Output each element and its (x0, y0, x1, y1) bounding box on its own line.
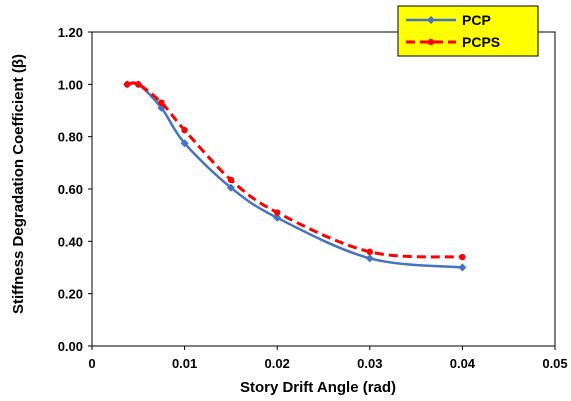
legend-marker-pcps (427, 38, 435, 46)
legend: PCP PCPS (397, 5, 539, 57)
data-point-pcps (135, 81, 142, 88)
data-point-pcp (273, 213, 282, 222)
data-point-pcps (123, 81, 131, 88)
data-point-pcps (459, 253, 466, 261)
y-tick-label: 0.00 (58, 339, 83, 354)
y-tick-label: 0.80 (58, 130, 83, 145)
legend-label-pcp: PCP (462, 12, 491, 28)
data-point-pcps (158, 99, 165, 106)
x-axis-title: Story Drift Angle (rad) (240, 379, 396, 396)
legend-box (397, 5, 539, 57)
plot-border (91, 31, 556, 347)
series-line-pcp (126, 81, 463, 269)
x-tick-label: 0.04 (450, 356, 476, 371)
y-tick-label: 1.00 (58, 77, 83, 92)
x-axis-ticks: 0 0.01 0.02 0.03 0.04 0.05 (88, 346, 568, 371)
series-pcp (123, 80, 467, 272)
data-point-pcps (274, 209, 281, 216)
series-layer (123, 80, 467, 272)
series-pcps (123, 81, 466, 261)
legend-label-pcps: PCPS (462, 34, 500, 50)
plot-area (91, 31, 556, 347)
data-point-pcp (180, 139, 189, 148)
y-tick-label: 0.60 (58, 182, 83, 197)
y-tick-label: 1.20 (58, 25, 83, 40)
data-point-pcps (181, 126, 188, 134)
data-point-pcps (227, 176, 235, 184)
x-tick-label: 0 (88, 356, 95, 371)
data-point-pcp (458, 263, 467, 272)
data-point-pcps (366, 248, 373, 255)
x-tick-label: 0.02 (265, 356, 290, 371)
x-tick-label: 0.03 (357, 356, 382, 371)
data-point-pcp (365, 254, 374, 263)
y-axis-title: Stiffness Degradation Coefficient (β) (10, 54, 27, 314)
series-line-pcps (126, 81, 463, 259)
x-tick-label: 0.05 (542, 356, 567, 371)
y-tick-label: 0.40 (58, 234, 83, 249)
data-point-pcp (226, 183, 235, 192)
x-tick-label: 0.01 (172, 356, 197, 371)
legend-marker-pcp (427, 16, 435, 24)
y-axis-ticks: 0.00 0.20 0.40 0.60 0.80 1.00 1.20 (58, 25, 92, 354)
y-tick-label: 0.20 (58, 287, 83, 302)
